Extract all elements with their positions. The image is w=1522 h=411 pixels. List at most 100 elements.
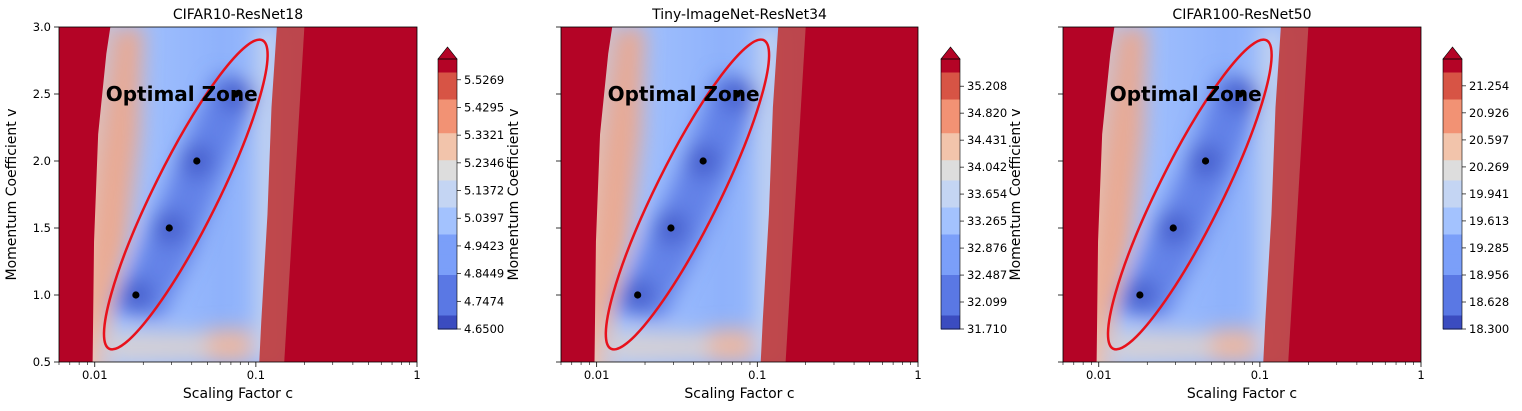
colorbar-segment (438, 126, 457, 134)
colorbar-segment (1443, 214, 1462, 222)
colorbar-extend-arrow (1442, 46, 1463, 60)
colorbar-segment (438, 173, 457, 182)
panel-title: CIFAR100-ResNet50 (1172, 7, 1311, 23)
panel-title: CIFAR10-ResNet18 (173, 7, 303, 23)
colorbar-segment (438, 214, 457, 222)
colorbar-tick-label: 18.628 (1469, 295, 1509, 309)
colorbar-segment (438, 302, 457, 310)
colorbar-extend-arrow (940, 46, 961, 60)
colorbar-segment (438, 322, 457, 330)
colorbar-tick-label: 19.613 (1469, 214, 1509, 228)
colorbar-segment (1443, 302, 1462, 310)
colorbar-segment (941, 261, 960, 269)
colorbar-segment (438, 79, 457, 87)
colorbar-segment (1443, 113, 1462, 121)
colorbar-segment (1443, 281, 1462, 290)
colorbar-segment (941, 234, 960, 242)
colorbar-segment (1443, 275, 1462, 283)
colorbar: 35.208 34.820 34.431 34.042 33.654 33.265 32.8… (940, 46, 1007, 336)
colorbar-segment (438, 133, 457, 141)
colorbar-segment (1443, 160, 1462, 168)
colorbar-tick-label: 18.300 (1469, 322, 1509, 336)
colorbar-tick-label: 19.941 (1469, 187, 1509, 201)
colorbar-tick-label: 31.710 (967, 322, 1007, 336)
colorbar-segment (438, 180, 457, 188)
colorbar-frame (437, 58, 458, 330)
optimal-zone-ellipse (102, 38, 269, 351)
colorbar-segment (1443, 126, 1462, 134)
colorbar-segment (438, 281, 457, 290)
colorbar-segment (438, 65, 457, 74)
panel-2: Optimal Zone Tiny-ImageNet-ResNet34 0.01 0.… (506, 7, 1007, 402)
colorbar-segment (941, 86, 960, 94)
x-axis-label: Scaling Factor c (183, 386, 293, 402)
colorbar-tick-label: 5.1372 (464, 184, 504, 198)
data-point (232, 90, 240, 98)
high-region-right-core (785, 27, 918, 362)
colorbar-segment (1443, 288, 1462, 296)
contour-bands (87, 27, 280, 362)
high-region-left (59, 27, 111, 362)
colorbar-segment (1443, 140, 1462, 148)
colorbar-segment (941, 295, 960, 303)
optimal-zone-label: Optimal Zone (106, 82, 258, 106)
colorbar-segment (438, 72, 457, 80)
colorbar-tick-label: 33.654 (967, 187, 1007, 201)
low-valley (612, 74, 763, 320)
x-tick-label: 1 (413, 368, 420, 382)
colorbar-segment (941, 281, 960, 290)
colorbar-tick-label: 18.956 (1469, 268, 1509, 282)
colorbar-segment (1443, 133, 1462, 141)
colorbar-segment (941, 146, 960, 155)
data-point (699, 157, 707, 165)
y-tick-label: 2.0 (33, 154, 51, 168)
panel-1: Optimal Zone CIFAR10-ResNet18 0.01 0.1 1 Scal… (4, 7, 504, 402)
colorbar-segment (941, 160, 960, 168)
colorbar-segment (438, 167, 457, 175)
optimal-zone-label: Optimal Zone (608, 82, 760, 106)
colorbar-segment (438, 106, 457, 114)
colorbar-segment (941, 126, 960, 134)
colorbar-segment (438, 113, 457, 121)
colorbar-segment (941, 79, 960, 87)
low-valley (1114, 74, 1265, 320)
colorbar-segment (941, 173, 960, 182)
x-tick-label: 0.1 (1251, 368, 1269, 382)
colorbar-segment (438, 254, 457, 263)
colorbar-segment (1443, 227, 1462, 236)
x-tick-label: 1 (1417, 368, 1424, 382)
optimal-zone-ellipse (604, 38, 771, 351)
x-tick-label: 0.1 (748, 368, 766, 382)
colorbar-segment (1443, 207, 1462, 215)
optimal-zone-ellipse (1106, 38, 1273, 351)
colorbar-tick-label: 4.7474 (464, 294, 504, 308)
plot-area (1063, 27, 1421, 362)
colorbar-segment (438, 207, 457, 215)
colorbar-segment (438, 221, 457, 229)
colorbar-segment (941, 254, 960, 263)
data-point (132, 291, 140, 299)
colorbar-segment (941, 248, 960, 256)
colorbar-segment (438, 86, 457, 94)
data-point (1236, 90, 1244, 98)
colorbar-segment (438, 200, 457, 209)
colorbar-segment (438, 187, 457, 195)
data-point (1201, 157, 1210, 165)
colorbar-segment (941, 200, 960, 209)
colorbar: 21.254 20.926 20.597 20.269 19.941 19.613 19.2… (1442, 46, 1509, 336)
colorbar-segment (1443, 322, 1462, 330)
colorbar-segment (941, 221, 960, 229)
colorbar-segment (438, 194, 457, 202)
data-point (1136, 291, 1144, 299)
colorbar-segment (438, 315, 457, 323)
data-point (667, 224, 675, 232)
colorbar-segment (941, 214, 960, 222)
colorbar-segment (438, 153, 457, 161)
data-point (634, 291, 642, 299)
colorbar: 5.5269 5.4295 5.3321 5.2346 5.1372 5.0397 4.94… (437, 46, 504, 336)
colorbar-segment (941, 315, 960, 323)
colorbar-segment (438, 275, 457, 283)
y-axis-label: Momentum Coefficient v (1008, 108, 1024, 280)
colorbar-segment (941, 308, 960, 317)
